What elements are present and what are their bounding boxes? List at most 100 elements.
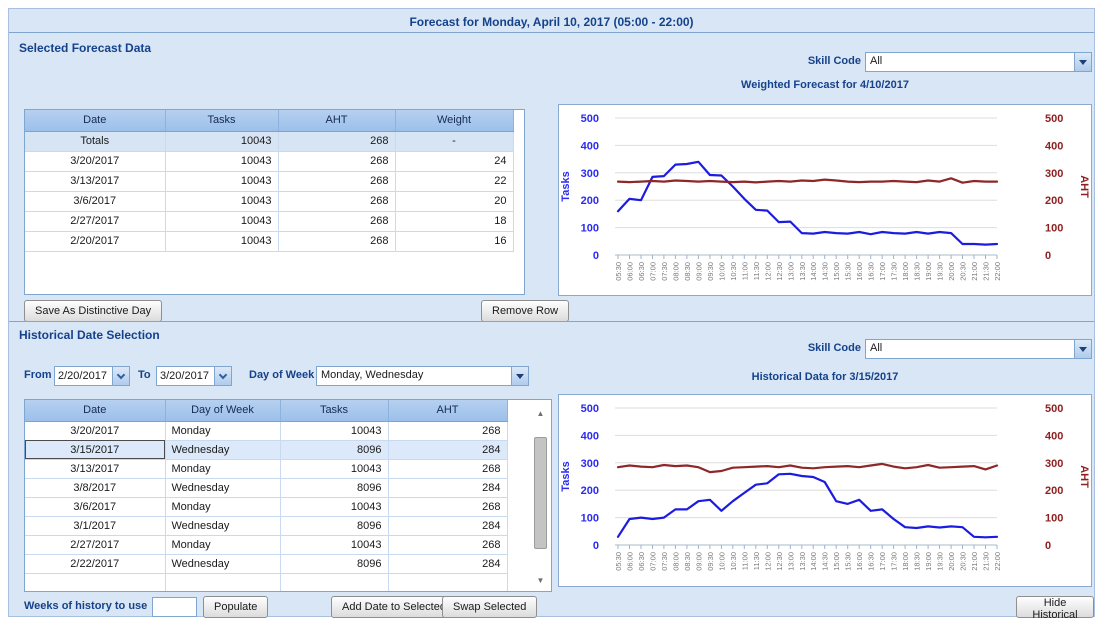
table-row[interactable]: 3/13/2017 Monday 10043 268	[25, 459, 508, 479]
svg-text:0: 0	[593, 540, 599, 552]
dropdown-arrow-icon[interactable]	[1074, 53, 1091, 71]
from-date-input[interactable]	[58, 368, 108, 384]
svg-text:06:00: 06:00	[626, 262, 635, 281]
column-header[interactable]: Date	[25, 110, 166, 132]
table-cell: 16	[395, 231, 514, 252]
svg-text:08:00: 08:00	[671, 262, 680, 281]
skill-code-select-forecast[interactable]: All	[865, 52, 1092, 72]
table-row[interactable]: 2/27/2017 10043 268 18	[25, 211, 514, 232]
svg-text:13:00: 13:00	[786, 262, 795, 281]
table-row[interactable]: 3/20/2017 Monday 10043 268	[25, 421, 508, 441]
hide-historical-button[interactable]: Hide Historical	[1016, 596, 1094, 621]
date-dropdown-button[interactable]	[112, 367, 129, 385]
totals-row[interactable]: Totals 10043 268-	[25, 131, 514, 152]
svg-text:100: 100	[581, 223, 599, 235]
weighted-chart-panel: 0 0 100 100 200 200 300 300 400 400 500 500 05:30 06:…	[558, 104, 1092, 296]
date-dropdown-button[interactable]	[214, 367, 231, 385]
day-of-week-select[interactable]: Monday, Wednesday	[316, 366, 529, 386]
populate-button[interactable]: Populate	[203, 596, 269, 618]
dropdown-arrow-icon[interactable]	[1074, 340, 1091, 358]
svg-text:08:30: 08:30	[683, 552, 692, 571]
page-title: Forecast for Monday, April 10, 2017 (05:…	[409, 15, 694, 29]
table-row[interactable]: 2/27/2017 Monday 10043 268	[25, 535, 508, 555]
svg-text:100: 100	[1045, 223, 1063, 235]
table-cell: 284	[388, 554, 508, 574]
svg-text:12:00: 12:00	[763, 552, 772, 571]
table-cell	[280, 573, 389, 591]
table-row[interactable]: 3/8/2017 Wednesday 8096 284	[25, 478, 508, 498]
table-row[interactable]: 2/22/2017 Wednesday 8096 284	[25, 554, 508, 574]
column-header[interactable]: Date	[25, 400, 166, 422]
svg-text:16:00: 16:00	[855, 262, 864, 281]
svg-text:05:30: 05:30	[614, 552, 623, 571]
main-panel: Forecast for Monday, April 10, 2017 (05:…	[8, 8, 1095, 621]
weeks-of-history-input[interactable]	[152, 597, 197, 617]
table-cell: 10043	[165, 131, 279, 152]
chart-title-weighted: Weighted Forecast for 4/10/2017	[741, 79, 909, 91]
from-label: From	[24, 369, 52, 381]
table-row[interactable]: 3/6/2017 Monday 10043 268	[25, 497, 508, 517]
table-cell: 8096	[280, 516, 389, 536]
from-date-picker[interactable]	[54, 366, 130, 386]
scroll-down-icon[interactable]: ▼	[536, 575, 545, 585]
table-row[interactable]	[25, 573, 508, 591]
svg-text:09:00: 09:00	[694, 262, 703, 281]
svg-text:16:00: 16:00	[855, 552, 864, 571]
table-scrollbar[interactable]: ▲ ▼	[532, 401, 549, 590]
table-row[interactable]: 3/1/2017 Wednesday 8096 284	[25, 516, 508, 536]
column-header[interactable]: AHT	[388, 400, 508, 422]
svg-text:20:30: 20:30	[959, 552, 968, 571]
skill-code-select-historical[interactable]: All	[865, 339, 1092, 359]
svg-text:AHT: AHT	[1078, 465, 1090, 488]
svg-text:17:30: 17:30	[890, 552, 899, 571]
svg-text:07:00: 07:00	[649, 552, 658, 571]
svg-text:13:00: 13:00	[786, 552, 795, 571]
column-header[interactable]: Tasks	[280, 400, 389, 422]
svg-text:18:00: 18:00	[901, 552, 910, 571]
svg-text:0: 0	[1045, 250, 1051, 262]
table-cell: 10043	[165, 211, 279, 232]
svg-text:20:00: 20:00	[947, 262, 956, 281]
svg-text:500: 500	[581, 113, 599, 125]
to-date-input[interactable]	[160, 368, 210, 384]
table-row[interactable]: 3/15/2017 Wednesday 8096 284	[25, 440, 508, 460]
table-cell	[388, 573, 508, 591]
table-row[interactable]: 2/20/2017 10043 268 16	[25, 231, 514, 252]
column-header[interactable]: AHT	[278, 110, 396, 132]
svg-text:Tasks: Tasks	[560, 171, 572, 201]
save-as-distinctive-day-button[interactable]: Save As Distinctive Day	[24, 300, 163, 322]
table-cell: Monday	[165, 535, 281, 555]
table-row[interactable]: 3/13/2017 10043 268 22	[25, 171, 514, 192]
table-cell: Monday	[165, 459, 281, 479]
svg-text:19:00: 19:00	[924, 552, 933, 571]
scrollbar-thumb[interactable]	[534, 437, 547, 549]
table-row[interactable]: 3/20/2017 10043 268 24	[25, 151, 514, 172]
column-header[interactable]: Weight	[395, 110, 514, 132]
scroll-up-icon[interactable]: ▲	[536, 408, 545, 418]
add-date-to-selected-button[interactable]: Add Date to Selected	[331, 596, 457, 618]
svg-text:21:30: 21:30	[982, 262, 991, 281]
table-cell: Wednesday	[165, 440, 281, 460]
svg-text:20:30: 20:30	[959, 262, 968, 281]
table-row[interactable]: 3/6/2017 10043 268 20	[25, 191, 514, 212]
weeks-of-history-label: Weeks of history to use	[24, 600, 148, 612]
svg-text:13:30: 13:30	[798, 552, 807, 571]
remove-row-button[interactable]: Remove Row	[481, 300, 570, 322]
forecast-table: Date Tasks AHT Weight Totals 10043 268-3/20/20…	[24, 109, 525, 295]
dropdown-arrow-icon[interactable]	[511, 367, 528, 385]
to-date-picker[interactable]	[156, 366, 232, 386]
historical-chart-panel: 0 0 100 100 200 200 300 300 400 400 500 500 05:30 06:…	[558, 394, 1092, 587]
column-header[interactable]: Day of Week	[165, 400, 281, 422]
svg-text:400: 400	[581, 140, 599, 152]
table-cell: 18	[395, 211, 514, 232]
column-header[interactable]: Tasks	[165, 110, 279, 132]
table-cell: 284	[388, 516, 508, 536]
svg-text:300: 300	[1045, 458, 1063, 470]
svg-text:17:00: 17:00	[878, 262, 887, 281]
swap-selected-button[interactable]: Swap Selected	[442, 596, 538, 618]
svg-text:18:00: 18:00	[901, 262, 910, 281]
svg-text:19:30: 19:30	[936, 262, 945, 281]
table-cell: 10043	[165, 171, 279, 192]
table-cell: 268	[388, 535, 508, 555]
svg-text:300: 300	[581, 458, 599, 470]
